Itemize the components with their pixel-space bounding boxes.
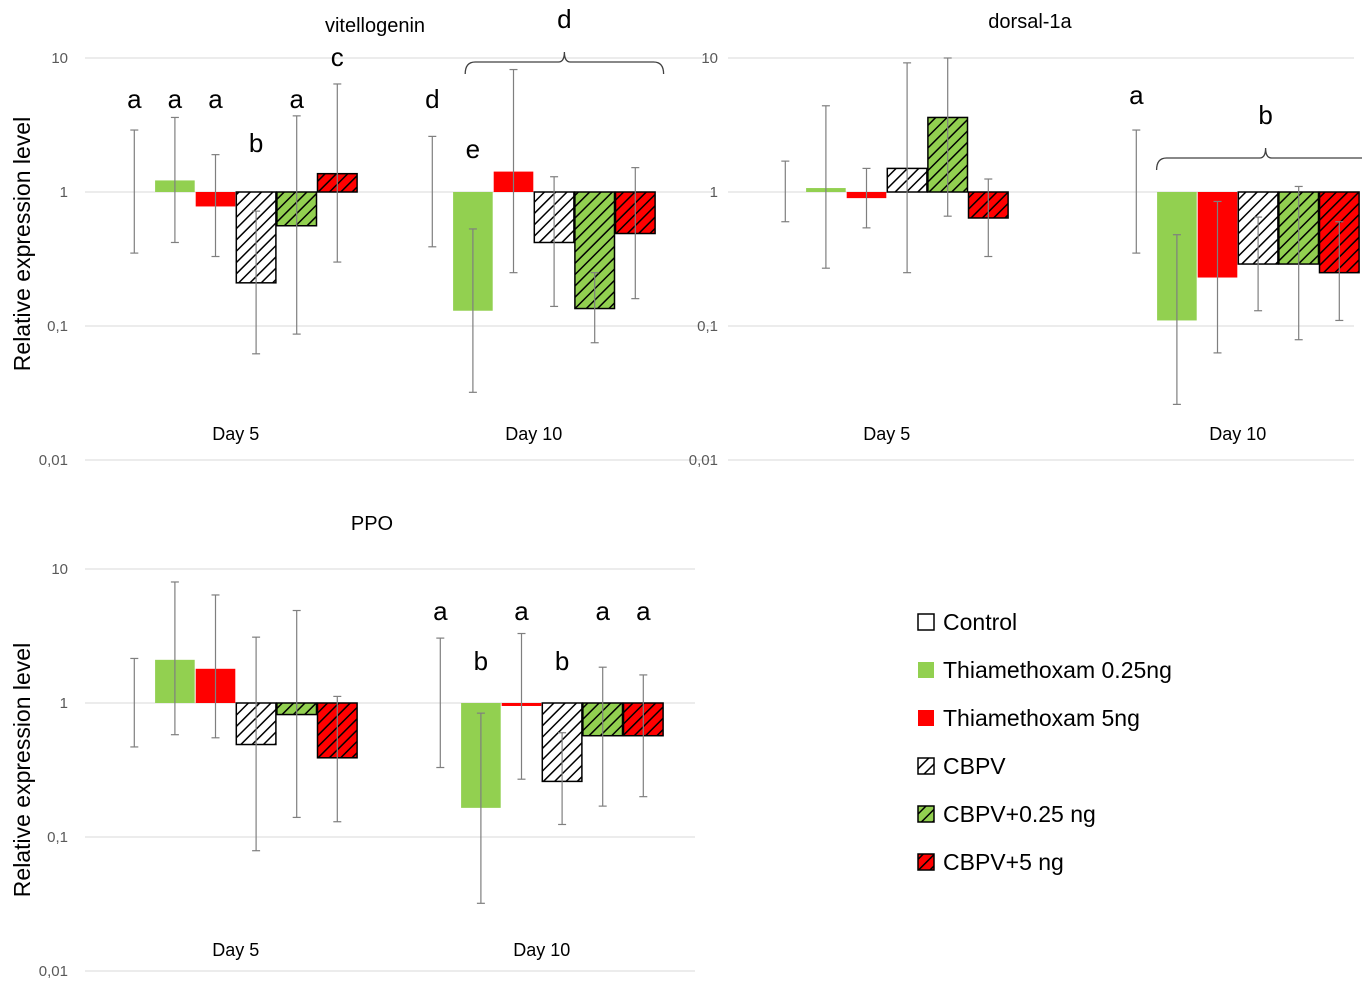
chart-title: PPO [351, 513, 393, 535]
x-tick-label: Day 5 [212, 424, 259, 444]
error-bar [171, 582, 179, 735]
error-bar [212, 595, 220, 738]
significance-letter: a [127, 84, 142, 114]
y-tick-label: 0,1 [697, 318, 718, 335]
y-tick-label: 1 [60, 695, 68, 712]
significance-letter: a [168, 84, 183, 114]
chart-title: vitellogenin [325, 15, 425, 37]
legend-label: Control [943, 609, 1017, 635]
legend-swatch [918, 806, 934, 822]
y-tick-label: 10 [51, 561, 68, 578]
y-tick-label: 0,01 [39, 452, 68, 469]
legend-swatch [918, 854, 934, 870]
y-tick-label: 0,01 [39, 963, 68, 980]
legend-label: Thiamethoxam 0.25ng [943, 657, 1172, 683]
chart-panel-vitellogenin: 0,01 0,1 1 10 vitellogenin Relative expressio… [9, 4, 713, 469]
significance-letter: d [557, 4, 571, 34]
y-tick-label: 10 [51, 50, 68, 67]
significance-letter: a [433, 596, 448, 626]
significance-bracket [1157, 148, 1362, 170]
y-tick-label: 1 [60, 184, 68, 201]
significance-bracket [465, 52, 663, 74]
significance-letter: b [1258, 100, 1272, 130]
legend-swatch [918, 710, 934, 726]
error-bar [822, 106, 830, 268]
legend-swatch [918, 614, 934, 630]
y-tick-label: 1 [710, 184, 718, 201]
y-tick-label: 0,1 [47, 318, 68, 335]
y-axis-label: Relative expression level [9, 117, 35, 371]
significance-letter: e [466, 134, 480, 164]
significance-letter: a [208, 84, 223, 114]
significance-letter: a [595, 596, 610, 626]
chart-panel-PPO: 0,01 0,1 1 10 PPO Relative expression level Da… [9, 513, 695, 980]
significance-letter: c [331, 42, 344, 72]
error-bar [599, 667, 607, 806]
x-tick-label: Day 10 [505, 424, 562, 444]
y-tick-label: 0,1 [47, 829, 68, 846]
y-axis-label: Relative expression level [9, 643, 35, 897]
y-tick-label: 0,01 [689, 452, 718, 469]
error-bar [510, 70, 518, 273]
error-bar [518, 634, 526, 780]
y-tick-label: 10 [701, 50, 718, 67]
legend-label: Thiamethoxam 5ng [943, 705, 1140, 731]
legend-swatch [918, 662, 934, 678]
significance-letter: b [249, 128, 263, 158]
significance-letter: a [289, 84, 304, 114]
significance-letter: a [514, 596, 529, 626]
error-bar [781, 161, 789, 222]
legend-swatch [918, 758, 934, 774]
chart-panel-dorsal-1a: 0,01 0,1 1 10 dorsal-1a Day 5 Day 10 a b [689, 11, 1362, 469]
x-tick-label: Day 5 [212, 940, 259, 960]
x-tick-label: Day 10 [1209, 424, 1266, 444]
chart-legend: Control Thiamethoxam 0.25ng Thiamethoxam 5… [918, 609, 1172, 875]
legend-label: CBPV [943, 753, 1006, 779]
legend-label: CBPV+0.25 ng [943, 801, 1096, 827]
x-tick-label: Day 5 [863, 424, 910, 444]
significance-letter: a [636, 596, 651, 626]
error-bar [171, 117, 179, 242]
significance-letter: a [1129, 80, 1144, 110]
legend-label: CBPV+5 ng [943, 849, 1064, 875]
significance-letter: d [425, 84, 439, 114]
x-tick-label: Day 10 [513, 940, 570, 960]
significance-letter: b [474, 646, 488, 676]
significance-letter: b [555, 646, 569, 676]
chart-title: dorsal-1a [988, 11, 1072, 33]
